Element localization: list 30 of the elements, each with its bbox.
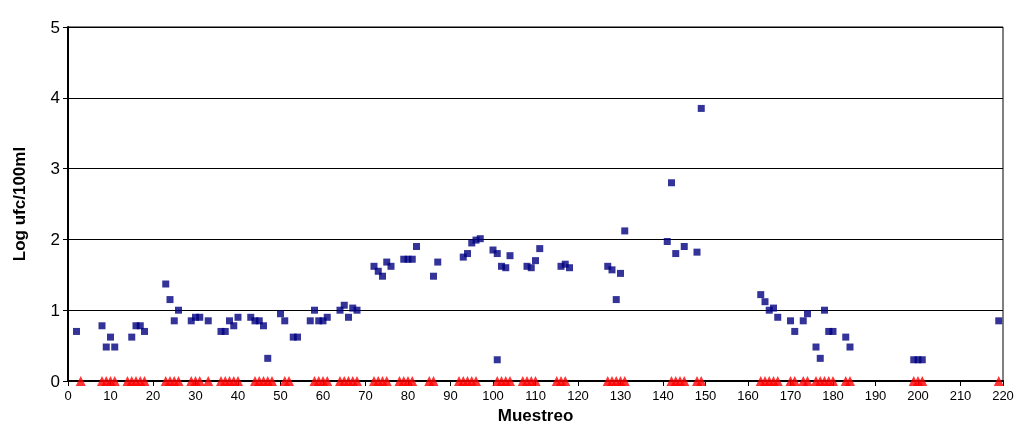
- x-tick-label: 170: [779, 388, 802, 403]
- x-tick-label: 70: [358, 388, 373, 403]
- y-tick-label: 3: [50, 159, 60, 179]
- x-axis-title: Muestreo: [497, 406, 574, 425]
- x-tick-label: 40: [230, 388, 246, 403]
- x-tick-label: 110: [525, 388, 546, 403]
- x-tick-label: 10: [103, 388, 118, 403]
- x-tick-label: 120: [567, 388, 589, 403]
- x-tick-label: 0: [64, 388, 72, 403]
- x-tick-label: 20: [145, 388, 161, 403]
- y-axis-title: Log ufc/100ml: [10, 146, 29, 262]
- x-tick-label: 210: [949, 388, 972, 403]
- x-tick-label: 130: [609, 388, 632, 403]
- x-tick-label: 90: [443, 388, 458, 403]
- x-tick-label: 180: [822, 388, 844, 403]
- x-tick-label: 30: [188, 388, 203, 403]
- x-tick-label: 160: [737, 388, 759, 403]
- x-tick-label: 100: [482, 388, 504, 403]
- x-tick-label: 140: [652, 388, 674, 403]
- x-tick-label: 80: [400, 388, 416, 403]
- x-tick-label: 50: [273, 388, 288, 403]
- x-tick-label: 200: [907, 388, 929, 403]
- y-tick-label: 5: [50, 17, 60, 37]
- y-tick-label: 1: [50, 300, 60, 320]
- y-tick-label: 4: [50, 88, 60, 108]
- x-tick-label: 190: [864, 388, 887, 403]
- y-tick-label: 2: [50, 229, 60, 249]
- x-tick-label: 150: [694, 388, 717, 403]
- x-tick-label: 220: [992, 388, 1014, 403]
- x-tick-label: 60: [315, 388, 331, 403]
